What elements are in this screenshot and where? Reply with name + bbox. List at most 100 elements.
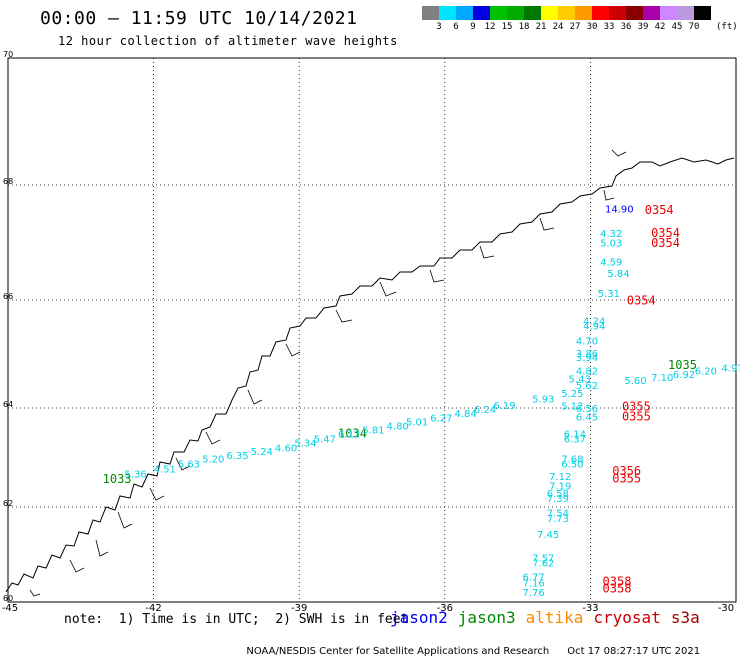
colorbar-unit: (ft) [716, 22, 738, 32]
track-time-label: 0355 [622, 409, 651, 423]
latitude-tick-label: 66 [3, 292, 13, 301]
wave-height-label: 7.73 [547, 514, 569, 525]
wave-height-colorbar [422, 6, 711, 20]
credit-text: NOAA/NESDIS Center for Satellite Applica… [246, 646, 550, 657]
latitude-tick-label: 62 [3, 499, 13, 508]
satellite-legend-jason2: jason2 [390, 608, 448, 627]
wave-height-label: 5.63 [178, 459, 200, 470]
wave-height-label: 5.81 [362, 426, 384, 437]
latitude-tick-label: 68 [3, 177, 13, 186]
colorbar-swatch [507, 6, 524, 20]
colorbar-label: 30 [586, 22, 598, 32]
wave-height-label: 5.93 [532, 395, 554, 406]
longitude-tick-label: -36 [437, 603, 453, 614]
wave-height-label: 5.03 [600, 239, 622, 250]
wave-height-label: 6.14 [564, 430, 586, 441]
track-time-label: 1034 [338, 427, 367, 441]
track-time-label: 0354 [651, 226, 680, 240]
satellite-legend-cryosat: cryosat [593, 608, 661, 627]
colorbar-label: 6 [453, 22, 459, 32]
latitude-tick-label: 70 [3, 50, 13, 59]
wave-height-label: 6.56 [576, 404, 598, 415]
colorbar-label: 45 [671, 22, 683, 32]
longitude-tick-label: -33 [582, 603, 598, 614]
wave-height-label: 7.54 [547, 509, 569, 520]
longitude-tick-label: -45 [2, 603, 18, 614]
track-time-label: 0354 [627, 293, 656, 307]
colorbar-labels: 3 6 9 12 15 18 21 24 27 30 33 36 39 42 45 70 [422, 22, 740, 34]
colorbar-swatch [694, 6, 711, 20]
track-time-label: 1035 [668, 358, 697, 372]
track-time-label: 0358 [603, 582, 632, 596]
wave-height-label: 4.80 [387, 421, 409, 432]
colorbar-swatch [677, 6, 694, 20]
wave-height-label: 6.35 [226, 451, 248, 462]
wave-height-label: 7.16 [522, 578, 544, 589]
wave-height-label: 7.10 [651, 373, 673, 384]
track-time-label: 1033 [103, 472, 132, 486]
wave-height-label: 7.39 [547, 494, 569, 505]
wave-height-label: 4.70 [576, 336, 598, 347]
colorbar-swatch [660, 6, 677, 20]
wave-height-label: 5.34 [294, 439, 316, 450]
colorbar-label: 70 [688, 22, 700, 32]
colorbar-swatch [490, 6, 507, 20]
wave-height-label: 6.20 [695, 367, 717, 378]
wave-height-label: 4.32 [600, 229, 622, 240]
colorbar-swatch [575, 6, 592, 20]
colorbar-label: 15 [501, 22, 513, 32]
satellite-legend-jason3: jason3 [457, 608, 516, 627]
wave-height-label: 4.84 [455, 409, 477, 420]
greenland-fjords [29, 149, 627, 597]
map-title: 00:00 – 11:59 UTC 10/14/2021 [40, 8, 358, 29]
wave-height-label: 3.86 [576, 349, 598, 360]
map-subtitle: 12 hour collection of altimeter wave hei… [58, 34, 398, 48]
longitude-tick-label: -42 [145, 603, 161, 614]
track-time-label: 0355 [622, 399, 651, 413]
wave-height-label: 4.94 [583, 322, 605, 333]
wave-height-label: 5.24 [251, 447, 273, 458]
wave-height-label: 6.37 [564, 435, 586, 446]
wave-height-label: 4.51 [154, 464, 176, 475]
colorbar-label: 3 [436, 22, 442, 32]
track-time-label: 0354 [645, 203, 674, 217]
wave-height-label: 5.12 [561, 401, 583, 412]
track-time-label: 0355 [612, 471, 641, 485]
wave-height-label: 4.82 [576, 367, 598, 378]
wave-height-label: 7.57 [532, 554, 554, 565]
wave-height-label: 4.60 [275, 444, 297, 455]
wave-height-labels: 14.90 4.325.03 4.595.84 5.31 4.244.94 4.70 3.8… [124, 205, 740, 599]
wave-height-label: 7.68 [561, 454, 583, 465]
colorbar-label: 39 [637, 22, 649, 32]
wave-height-label: 7.76 [522, 588, 544, 599]
wave-height-label: 6.27 [430, 413, 452, 424]
colorbar-swatch [558, 6, 575, 20]
track-time-labels: 0354035403540354035503550356035503580358… [103, 203, 697, 596]
wave-height-label: 6.19 [493, 401, 515, 412]
colorbar-label: 9 [470, 22, 476, 32]
wave-height-label: 5.84 [607, 269, 629, 280]
colorbar-swatch [626, 6, 643, 20]
latitude-tick-label: 60 [3, 594, 13, 603]
track-time-label: 0358 [603, 574, 632, 588]
wave-height-label: 5.47 [314, 435, 336, 446]
colorbar-label: 27 [569, 22, 581, 32]
graticule: -45 -42 -39 -36 -33 -30 70 68 66 64 62 60 [2, 50, 737, 614]
wave-height-label: 6.45 [576, 412, 598, 423]
track-time-label: 0354 [651, 236, 680, 250]
wave-height-label: 6.92 [673, 370, 695, 381]
footnote: note: 1) Time is in UTC; 2) SWH is in fe… [64, 612, 409, 627]
colorbar-swatch [456, 6, 473, 20]
colorbar-swatch [422, 6, 439, 20]
colorbar-label: 18 [518, 22, 530, 32]
wave-height-label: 14.90 [605, 205, 634, 216]
wave-height-label: 6.24 [474, 405, 496, 416]
credit-line: NOAA/NESDIS Center for Satellite Applica… [240, 635, 700, 657]
colorbar-label: 36 [620, 22, 632, 32]
wave-height-label: 6.77 [522, 573, 544, 584]
colorbar-swatch [473, 6, 490, 20]
wave-height-label: 6.50 [561, 459, 583, 470]
wave-height-label: 5.43 [569, 375, 591, 386]
colorbar-label: 33 [603, 22, 615, 32]
